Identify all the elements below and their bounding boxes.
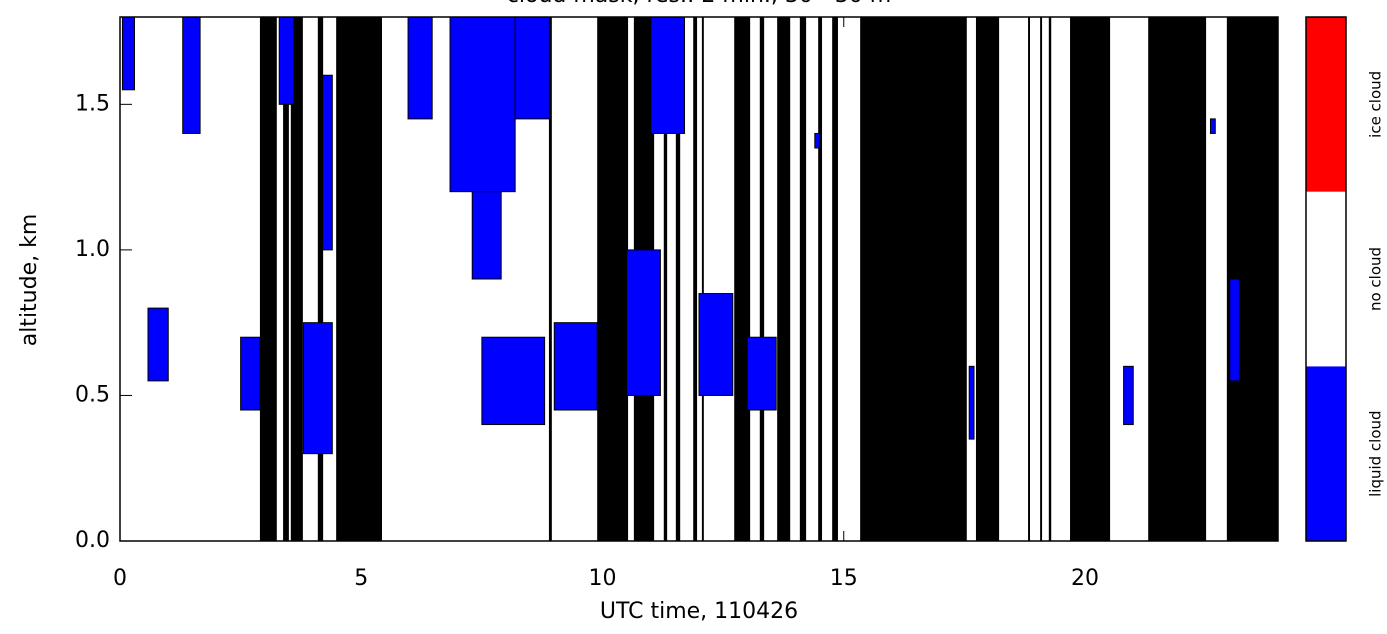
y-axis-label: altitude, km: [17, 214, 42, 347]
y-tick-label: 0.5: [75, 382, 110, 407]
no-data-band: [975, 17, 1000, 541]
cloud-patch: [240, 336, 261, 411]
no-data-band: [317, 17, 324, 541]
x-tick-label: 5: [354, 566, 368, 591]
cloud-patch: [147, 307, 169, 382]
y-tick-label: 1.5: [75, 91, 110, 116]
no-data-band: [832, 17, 838, 541]
x-tick-label: 10: [589, 566, 617, 591]
cloud-patch: [1123, 365, 1134, 426]
cloud-patch: [814, 132, 821, 149]
y-tick-label: 0.0: [75, 528, 110, 553]
legend-frame: [1305, 16, 1347, 542]
x-tick-label: 0: [113, 566, 127, 591]
chart-title: cloud mask, res.: 2 min., 30 - 30 m: [507, 0, 891, 8]
no-data-band: [1028, 17, 1030, 541]
legend-swatch: [1306, 17, 1346, 192]
no-data-band: [259, 17, 277, 541]
no-data-band: [1040, 17, 1043, 541]
no-data-band: [597, 17, 629, 541]
no-data-band: [336, 17, 382, 541]
legend-label: ice cloud: [1367, 71, 1385, 138]
x-tick-label: 15: [830, 566, 858, 591]
no-data-band: [675, 17, 681, 541]
cloud-patch: [407, 16, 433, 120]
cloud-patch: [746, 336, 777, 411]
no-data-band: [799, 17, 807, 541]
no-data-band: [818, 17, 823, 541]
cloud-patch: [302, 322, 333, 455]
no-data-band: [1070, 17, 1111, 541]
x-axis-label: UTC time, 110426: [600, 599, 798, 624]
cloud-patch: [626, 249, 661, 396]
cloud-patch: [968, 365, 975, 440]
cloud-patch: [514, 16, 550, 120]
cloud-patch: [481, 336, 546, 426]
plot-frame: [119, 16, 1279, 542]
no-data-band: [663, 17, 668, 541]
no-data-band: [777, 17, 791, 541]
no-data-band: [734, 17, 751, 541]
no-data-band: [693, 17, 698, 541]
legend-label: liquid cloud: [1367, 410, 1385, 496]
legend-label: no cloud: [1367, 247, 1385, 311]
cloud-patch: [650, 16, 686, 134]
legend-swatch: [1306, 191, 1346, 367]
no-data-band: [1148, 17, 1207, 541]
cloud-patch: [471, 191, 502, 280]
cloud-patch: [182, 16, 201, 134]
no-data-band: [548, 17, 552, 541]
no-data-band: [701, 17, 704, 541]
no-data-band: [759, 17, 765, 541]
cloud-patch: [1229, 278, 1240, 382]
no-data-band: [290, 17, 303, 541]
cloud-patch: [322, 74, 333, 251]
cloud-patch: [449, 16, 516, 193]
no-data-band: [1048, 17, 1052, 541]
legend-swatch: [1306, 366, 1346, 541]
cloud-patch: [698, 293, 734, 396]
no-data-band: [283, 17, 289, 541]
cloud-patch: [278, 16, 295, 105]
cloud-patch: [121, 16, 135, 91]
x-tick-label: 20: [1071, 566, 1099, 591]
cloud-patch: [553, 322, 598, 411]
y-tick-label: 1.0: [75, 237, 110, 262]
cloud-patch: [1209, 118, 1216, 134]
no-data-band: [860, 17, 967, 541]
